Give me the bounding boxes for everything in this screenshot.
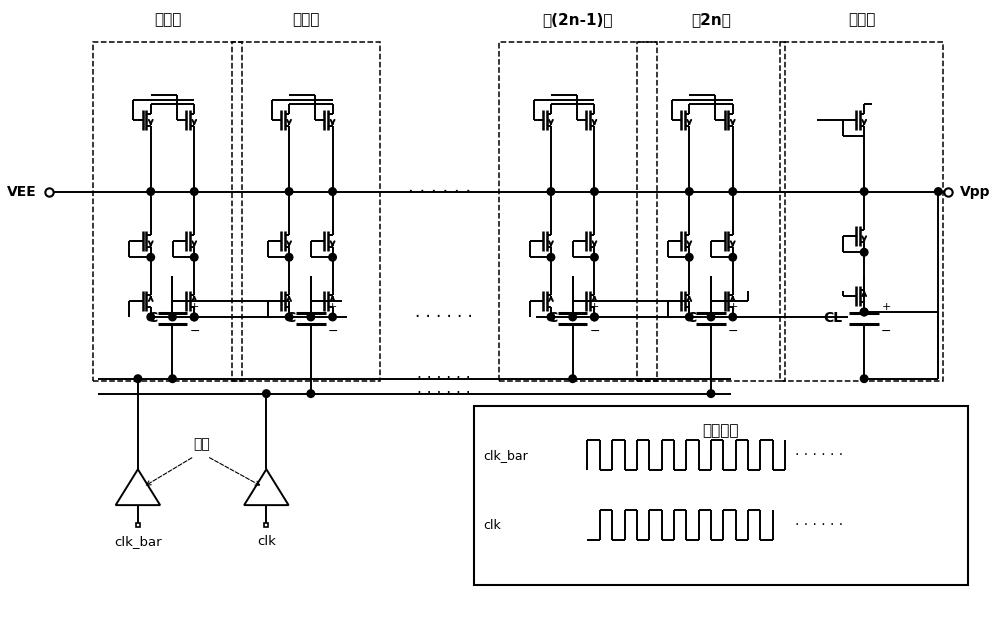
Circle shape	[285, 253, 293, 261]
Circle shape	[591, 253, 598, 261]
Text: −: −	[728, 324, 738, 337]
Text: Vpp: Vpp	[960, 184, 991, 199]
Bar	[232, 42, 380, 381]
Circle shape	[591, 313, 598, 321]
Circle shape	[169, 313, 176, 321]
Circle shape	[190, 313, 198, 321]
Circle shape	[686, 313, 693, 321]
Circle shape	[147, 188, 154, 196]
Text: clk: clk	[257, 535, 276, 548]
Text: 第2n级: 第2n级	[691, 12, 731, 27]
Text: 输出级: 输出级	[849, 12, 876, 27]
Circle shape	[860, 248, 868, 256]
Text: C: C	[147, 312, 158, 325]
Circle shape	[686, 188, 693, 196]
Circle shape	[329, 253, 336, 261]
Bar	[780, 42, 943, 381]
Text: −: −	[189, 324, 200, 337]
Bar	[499, 42, 657, 381]
Bar	[474, 406, 968, 585]
Text: clk_bar: clk_bar	[114, 535, 162, 548]
Circle shape	[307, 390, 315, 397]
Text: −: −	[328, 324, 338, 337]
Circle shape	[860, 375, 868, 383]
Circle shape	[134, 375, 142, 383]
Text: · · · · · ·: · · · · · ·	[415, 308, 473, 326]
Circle shape	[707, 313, 715, 321]
Text: · · · · · ·: · · · · · ·	[417, 371, 471, 386]
Circle shape	[190, 253, 198, 261]
Text: C: C	[286, 312, 296, 325]
Circle shape	[547, 253, 555, 261]
Circle shape	[285, 313, 293, 321]
Circle shape	[569, 375, 576, 383]
Circle shape	[860, 308, 868, 315]
Text: +: +	[881, 302, 891, 312]
Text: VEE: VEE	[7, 184, 37, 199]
Circle shape	[285, 188, 293, 196]
Text: clk: clk	[484, 519, 501, 532]
Circle shape	[190, 313, 198, 321]
Text: +: +	[728, 302, 738, 312]
Bar	[93, 42, 242, 381]
Circle shape	[729, 253, 736, 261]
Text: C: C	[686, 312, 696, 325]
Text: · · · · · ·: · · · · · ·	[408, 183, 471, 201]
Text: 第二级: 第二级	[292, 12, 320, 27]
Circle shape	[935, 188, 942, 196]
Text: +: +	[590, 302, 599, 312]
Circle shape	[729, 188, 736, 196]
Text: 第(2n-1)级: 第(2n-1)级	[542, 12, 613, 27]
Circle shape	[547, 188, 555, 196]
Circle shape	[547, 313, 555, 321]
Circle shape	[686, 253, 693, 261]
Bar	[637, 42, 785, 381]
Circle shape	[591, 313, 598, 321]
Circle shape	[707, 390, 715, 397]
Text: · · · · · ·: · · · · · ·	[795, 518, 843, 532]
Text: +: +	[190, 302, 199, 312]
Circle shape	[329, 313, 336, 321]
Text: −: −	[881, 324, 891, 337]
Text: C: C	[548, 312, 558, 325]
Text: 时钟时序: 时钟时序	[703, 424, 739, 438]
Circle shape	[169, 375, 176, 383]
Circle shape	[329, 188, 336, 196]
Circle shape	[307, 313, 315, 321]
Circle shape	[147, 313, 154, 321]
Circle shape	[729, 313, 736, 321]
Circle shape	[263, 390, 270, 397]
Circle shape	[147, 253, 154, 261]
Text: CL: CL	[823, 312, 842, 325]
Text: clk_bar: clk_bar	[484, 449, 528, 462]
Text: +: +	[328, 302, 337, 312]
Text: 驱动: 驱动	[194, 437, 210, 451]
Circle shape	[190, 188, 198, 196]
Circle shape	[591, 188, 598, 196]
Circle shape	[860, 308, 868, 315]
Text: 第一级: 第一级	[154, 12, 181, 27]
Text: −: −	[589, 324, 600, 337]
Text: · · · · · ·: · · · · · ·	[417, 386, 471, 401]
Text: · · · · · ·: · · · · · ·	[795, 448, 843, 463]
Circle shape	[569, 313, 576, 321]
Circle shape	[860, 188, 868, 196]
